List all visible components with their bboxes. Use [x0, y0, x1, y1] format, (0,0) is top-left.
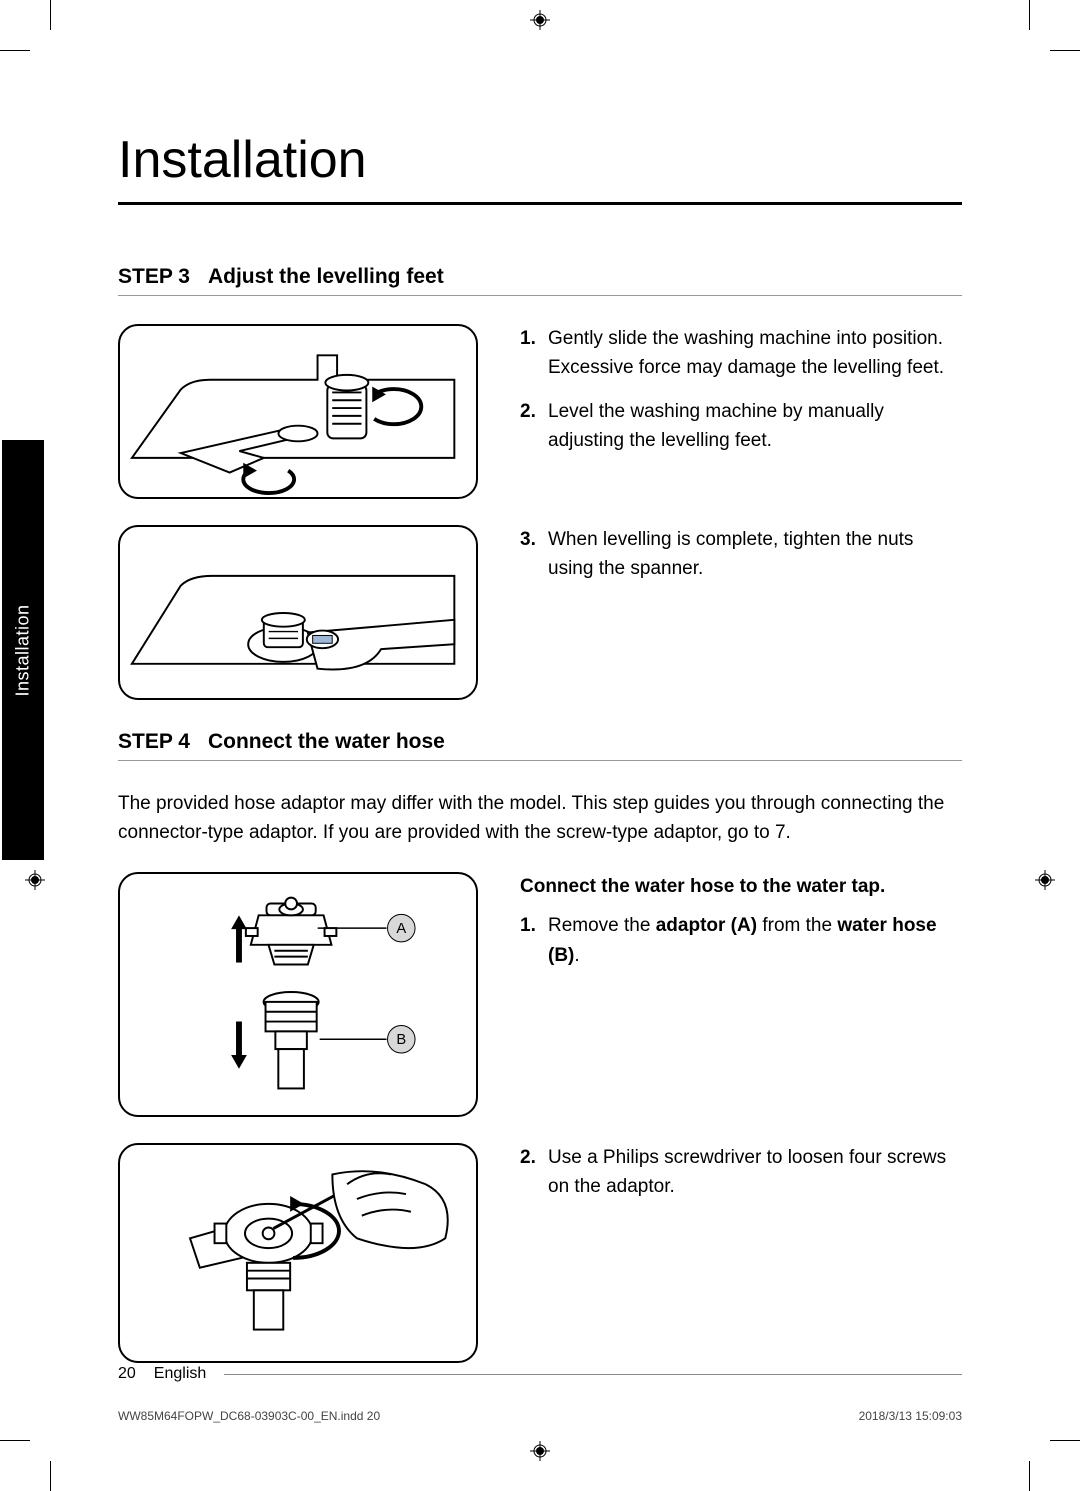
imprint-file: WW85M64FOPW_DC68-03903C-00_EN.indd 20 — [118, 1409, 380, 1423]
step4-title: Connect the water hose — [208, 730, 445, 754]
step4-list-1: Remove the adaptor (A) from the water ho… — [520, 911, 962, 970]
step3-list-2: When levelling is complete, tighten the … — [520, 525, 962, 584]
section-tab-label: Installation — [13, 604, 34, 696]
callout-a: A — [396, 921, 406, 937]
step4-item-2: Use a Philips screwdriver to loosen four… — [520, 1143, 962, 1202]
imprint-timestamp: 2018/3/13 15:09:03 — [859, 1409, 962, 1423]
callout-b: B — [396, 1032, 406, 1048]
step4-list-2: Use a Philips screwdriver to loosen four… — [520, 1143, 962, 1202]
step3-item-1: Gently slide the washing machine into po… — [520, 324, 962, 383]
language-label: English — [154, 1365, 206, 1383]
step3-item-3: When levelling is complete, tighten the … — [520, 525, 962, 584]
footer-rule — [224, 1374, 962, 1375]
step4-subhead: Connect the water hose to the water tap. — [520, 872, 962, 901]
page-title: Installation — [118, 130, 962, 190]
illustration-levelling-tighten — [118, 525, 478, 700]
step3-item-2: Level the washing machine by manually ad… — [520, 397, 962, 456]
step4-intro: The provided hose adaptor may differ wit… — [118, 789, 962, 848]
step3-heading: STEP 3 Adjust the levelling feet — [118, 265, 962, 296]
step4-label: STEP 4 — [118, 730, 190, 754]
section-tab: Installation — [2, 440, 44, 860]
illustration-levelling-adjust — [118, 324, 478, 499]
page-number: 20 — [118, 1365, 136, 1383]
step4-item-1: Remove the adaptor (A) from the water ho… — [520, 911, 962, 970]
step3-title: Adjust the levelling feet — [208, 265, 444, 289]
illustration-hose-screwdriver — [118, 1143, 478, 1363]
step3-label: STEP 3 — [118, 265, 190, 289]
illustration-hose-adaptor: A B — [118, 872, 478, 1117]
page-footer: 20 English — [118, 1365, 962, 1383]
step4-heading: STEP 4 Connect the water hose — [118, 730, 962, 761]
step3-list-1: Gently slide the washing machine into po… — [520, 324, 962, 456]
title-rule — [118, 202, 962, 205]
imprint: WW85M64FOPW_DC68-03903C-00_EN.indd 20 20… — [118, 1409, 962, 1423]
